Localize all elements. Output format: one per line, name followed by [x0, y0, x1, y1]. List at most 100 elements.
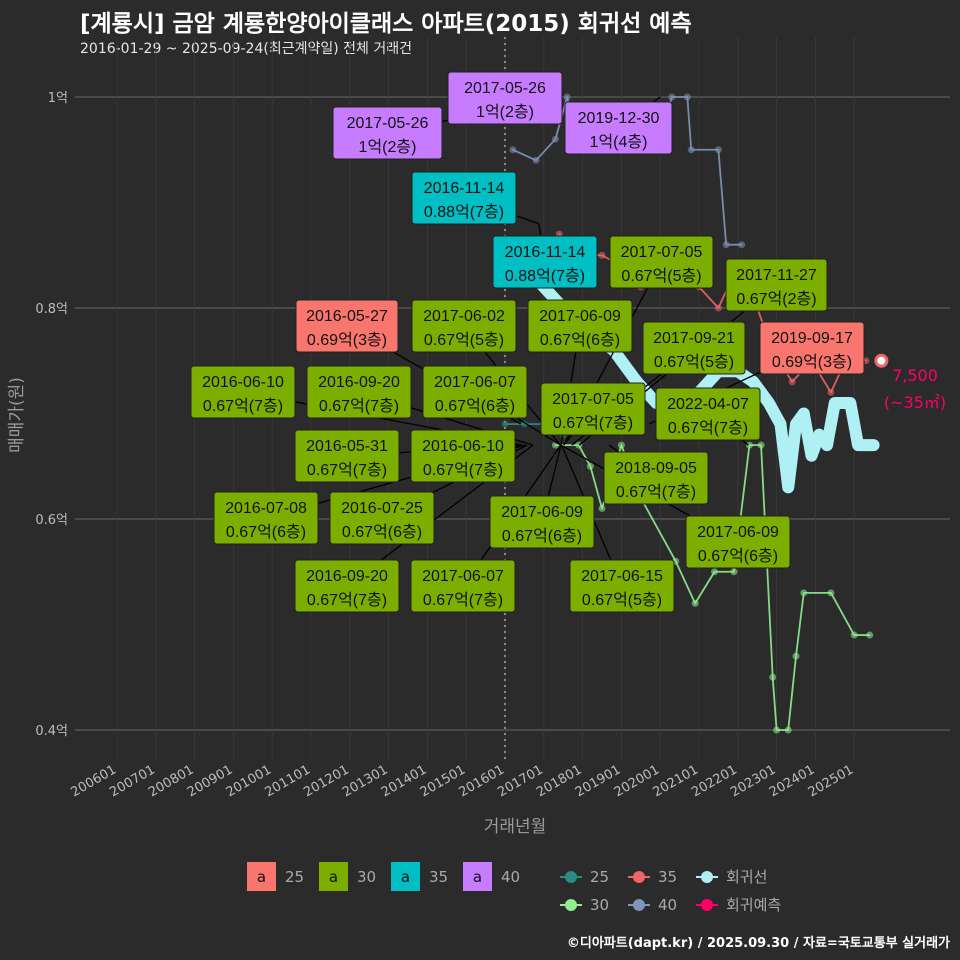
- annotation-label: 2016-05-27 0.69억(3층): [295, 299, 399, 353]
- annotation-label: 2016-11-14 0.88억(7층): [492, 235, 598, 289]
- chart-title: [계룡시] 금암 계룡한양아이클래스 아파트(2015) 회귀선 예측: [80, 11, 692, 37]
- annotation-price: 0.88억(7층): [505, 267, 585, 285]
- y-tick-label: 1억: [48, 91, 68, 106]
- annotation-price: 0.67억(6층): [502, 527, 582, 545]
- chart-subtitle: 2016-01-29 ~ 2025-09-24(최근계약일) 전체 거래건: [80, 41, 412, 57]
- data-point: [827, 589, 835, 597]
- annotation-date: 2016-09-20: [306, 568, 388, 585]
- data-point: [683, 93, 691, 101]
- annotation-box: [410, 559, 516, 613]
- data-point: [722, 241, 730, 249]
- annotation-price: 0.69억(3층): [307, 331, 387, 349]
- annotation-box: [447, 71, 563, 125]
- data-point: [532, 156, 540, 164]
- x-tick-label: 202501: [806, 762, 856, 800]
- annotation-box: [294, 429, 400, 483]
- legend-line-label: 30: [590, 896, 609, 914]
- legend-fill-glyph: a: [473, 868, 482, 886]
- annotation-price: 1억(2층): [359, 138, 417, 156]
- prediction-area-label: (~35㎡): [884, 393, 946, 412]
- annotation-label: 2017-07-05 0.67억(7층): [540, 382, 646, 436]
- annotation-box: [294, 559, 400, 613]
- annotation-date: 2017-06-02: [423, 308, 505, 325]
- legend-fill-label: 40: [501, 868, 520, 886]
- annotation-box: [759, 321, 865, 375]
- annotation-price: 0.67억(7층): [423, 591, 503, 609]
- legend-fill-label: 25: [285, 868, 304, 886]
- legend-fill-key-25: [247, 862, 276, 891]
- y-tick-label: 0.8억: [35, 302, 68, 317]
- annotation-box: [540, 382, 646, 436]
- annotation-box: [569, 559, 675, 613]
- annotation-date: 2016-09-20: [318, 374, 400, 391]
- annotation-price: 0.67억(6층): [540, 331, 620, 349]
- data-point: [586, 462, 594, 470]
- y-tick-label: 0.6억: [35, 513, 68, 528]
- annotation-date: 2017-06-09: [539, 308, 621, 325]
- annotation-price: 0.67억(7층): [668, 419, 748, 437]
- annotation-box: [685, 515, 791, 569]
- legend-line-point: [633, 871, 645, 883]
- annotation-box: [422, 365, 528, 419]
- legend-line-point: [565, 899, 577, 911]
- annotation-box: [306, 365, 412, 419]
- annotation-label: 2016-07-25 0.67억(6층): [329, 491, 435, 545]
- data-point: [738, 241, 746, 249]
- annotation-box: [609, 235, 714, 289]
- annotation-box: [190, 365, 296, 419]
- annotation-date: 2017-09-21: [653, 330, 735, 347]
- annotation-price: 0.67억(2층): [736, 290, 816, 308]
- annotation-date: 2018-09-05: [615, 460, 697, 477]
- y-tick-label: 0.4억: [35, 724, 68, 739]
- annotation-price: 0.67억(6층): [226, 523, 306, 541]
- prediction-point: [874, 353, 889, 368]
- annotation-label: 2016-09-20 0.67억(7층): [306, 365, 412, 419]
- annotation-boxes: 2017-05-26 1억(2층) 2017-05-26 1억(2층) 2019-12-…: [190, 71, 865, 613]
- annotation-label: 2017-11-27 0.67억(2층): [725, 258, 828, 312]
- annotation-price: 0.88억(7층): [424, 203, 504, 221]
- data-point: [563, 93, 571, 101]
- annotation-box: [564, 101, 673, 155]
- annotation-date: 2016-05-27: [306, 308, 388, 325]
- annotation-label: 2017-06-15 0.67억(5층): [569, 559, 675, 613]
- legend-line-point: [565, 871, 577, 883]
- annotation-label: 2018-09-05 0.67억(7층): [603, 451, 709, 505]
- data-point: [850, 631, 858, 639]
- data-point: [691, 599, 699, 607]
- annotation-date: 2017-07-05: [621, 244, 703, 261]
- annotation-box: [329, 491, 435, 545]
- data-point: [598, 504, 606, 512]
- annotation-box: [332, 106, 443, 160]
- data-point: [827, 388, 835, 396]
- data-point: [773, 726, 781, 734]
- annotation-price: 0.67억(5층): [582, 591, 662, 609]
- annotation-box: [489, 495, 595, 549]
- annotation-label: 2017-06-09 0.67억(6층): [489, 495, 595, 549]
- legend-fill-glyph: a: [257, 868, 266, 886]
- legend-fill-key-30: [319, 862, 348, 891]
- annotation-box: [411, 299, 517, 353]
- legend-fill-label: 35: [429, 868, 448, 886]
- legend-line-label: 회귀선: [726, 868, 767, 886]
- annotation-label: 2017-05-26 1억(2층): [447, 71, 563, 125]
- annotation-date: 2019-12-30: [578, 110, 660, 127]
- annotation-price: 0.67억(7층): [616, 483, 696, 501]
- annotation-price: 0.67억(5층): [621, 267, 701, 285]
- legend-fill-label: 30: [357, 868, 376, 886]
- annotation-box: [410, 429, 516, 483]
- x-axis-title: 거래년월: [484, 817, 547, 837]
- annotation-box: [655, 387, 761, 441]
- annotation-price: 0.67억(5층): [424, 331, 504, 349]
- annotation-date: 2017-06-09: [697, 524, 779, 541]
- legend-line-label: 35: [658, 868, 677, 886]
- annotation-date: 2017-07-05: [552, 391, 634, 408]
- annotation-price: 0.67억(7층): [423, 461, 503, 479]
- data-point: [687, 146, 695, 154]
- annotation-box: [527, 299, 633, 353]
- legend-line-point: [633, 899, 645, 911]
- legend-line-point: [701, 899, 713, 911]
- annotation-label: 2017-06-02 0.67억(5층): [411, 299, 517, 353]
- data-point: [509, 146, 517, 154]
- annotation-date: 2016-06-10: [202, 374, 284, 391]
- annotation-label: 2017-06-09 0.67억(6층): [527, 299, 633, 353]
